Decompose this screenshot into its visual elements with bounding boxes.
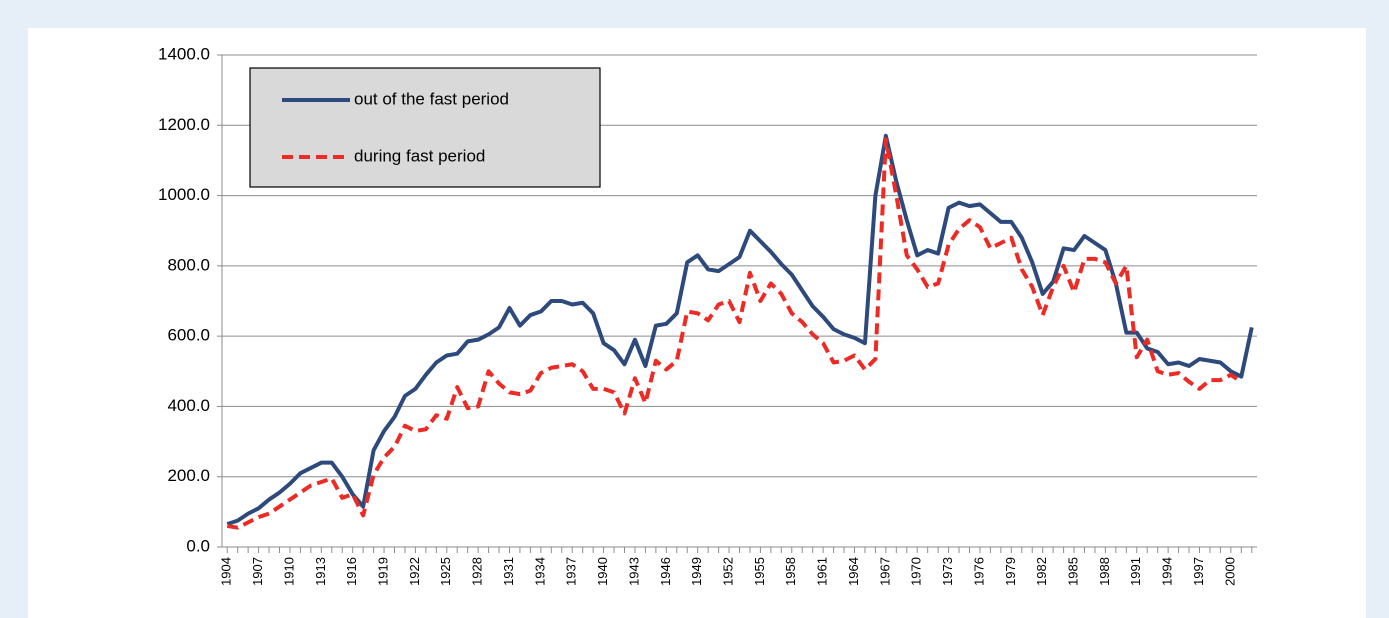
x-tick-label: 1994 — [1160, 557, 1175, 586]
x-tick-label: 1925 — [438, 557, 453, 586]
x-tick-label: 1997 — [1191, 557, 1206, 586]
x-tick-label: 1946 — [658, 557, 673, 586]
x-tick-label: 1985 — [1065, 557, 1080, 586]
x-tick-label: 1958 — [783, 557, 798, 586]
series-line — [226, 133, 1254, 527]
chart-panel — [28, 28, 1366, 618]
x-tick-label: 1976 — [971, 557, 986, 586]
x-tick-label: 1988 — [1097, 557, 1112, 586]
x-tick-label: 1949 — [689, 557, 704, 586]
x-tick-label: 1973 — [940, 557, 955, 586]
y-tick-label: 1000.0 — [158, 185, 210, 204]
y-tick-label: 400.0 — [167, 396, 210, 415]
x-tick-label: 1979 — [1003, 557, 1018, 586]
x-tick-label: 1910 — [281, 557, 296, 586]
x-tick-label: 1916 — [344, 557, 359, 586]
x-tick-label: 1937 — [564, 557, 579, 586]
x-tick-label: 1934 — [532, 557, 547, 586]
y-tick-label: 1400.0 — [158, 44, 210, 63]
x-tick-label: 1931 — [501, 557, 516, 586]
series-line — [226, 137, 1243, 530]
x-tick-label: 2000 — [1222, 557, 1237, 586]
x-tick-label: 1967 — [877, 557, 892, 586]
y-tick-label: 800.0 — [167, 255, 210, 274]
y-tick-label: 200.0 — [167, 466, 210, 485]
x-tick-label: 1907 — [250, 557, 265, 586]
x-tick-label: 1913 — [313, 557, 328, 586]
x-tick-label: 1940 — [595, 557, 610, 586]
legend-label: during fast period — [354, 146, 485, 165]
x-tick-label: 1919 — [375, 557, 390, 586]
y-tick-label: 600.0 — [167, 326, 210, 345]
x-tick-label: 1922 — [407, 557, 422, 586]
x-tick-label: 1952 — [720, 557, 735, 586]
x-tick-label: 1991 — [1128, 557, 1143, 586]
x-tick-label: 1955 — [752, 557, 767, 586]
x-tick-label: 1982 — [1034, 557, 1049, 586]
x-tick-label: 1904 — [219, 557, 234, 586]
x-tick-label: 1961 — [815, 557, 830, 586]
x-tick-label: 1970 — [909, 557, 924, 586]
y-tick-label: 0.0 — [186, 536, 210, 555]
legend-box — [249, 67, 601, 188]
x-tick-label: 1928 — [470, 557, 485, 586]
x-tick-label: 1943 — [626, 557, 641, 586]
legend-label: out of the fast period — [354, 89, 509, 108]
y-tick-label: 1200.0 — [158, 115, 210, 134]
x-tick-label: 1964 — [846, 557, 861, 586]
